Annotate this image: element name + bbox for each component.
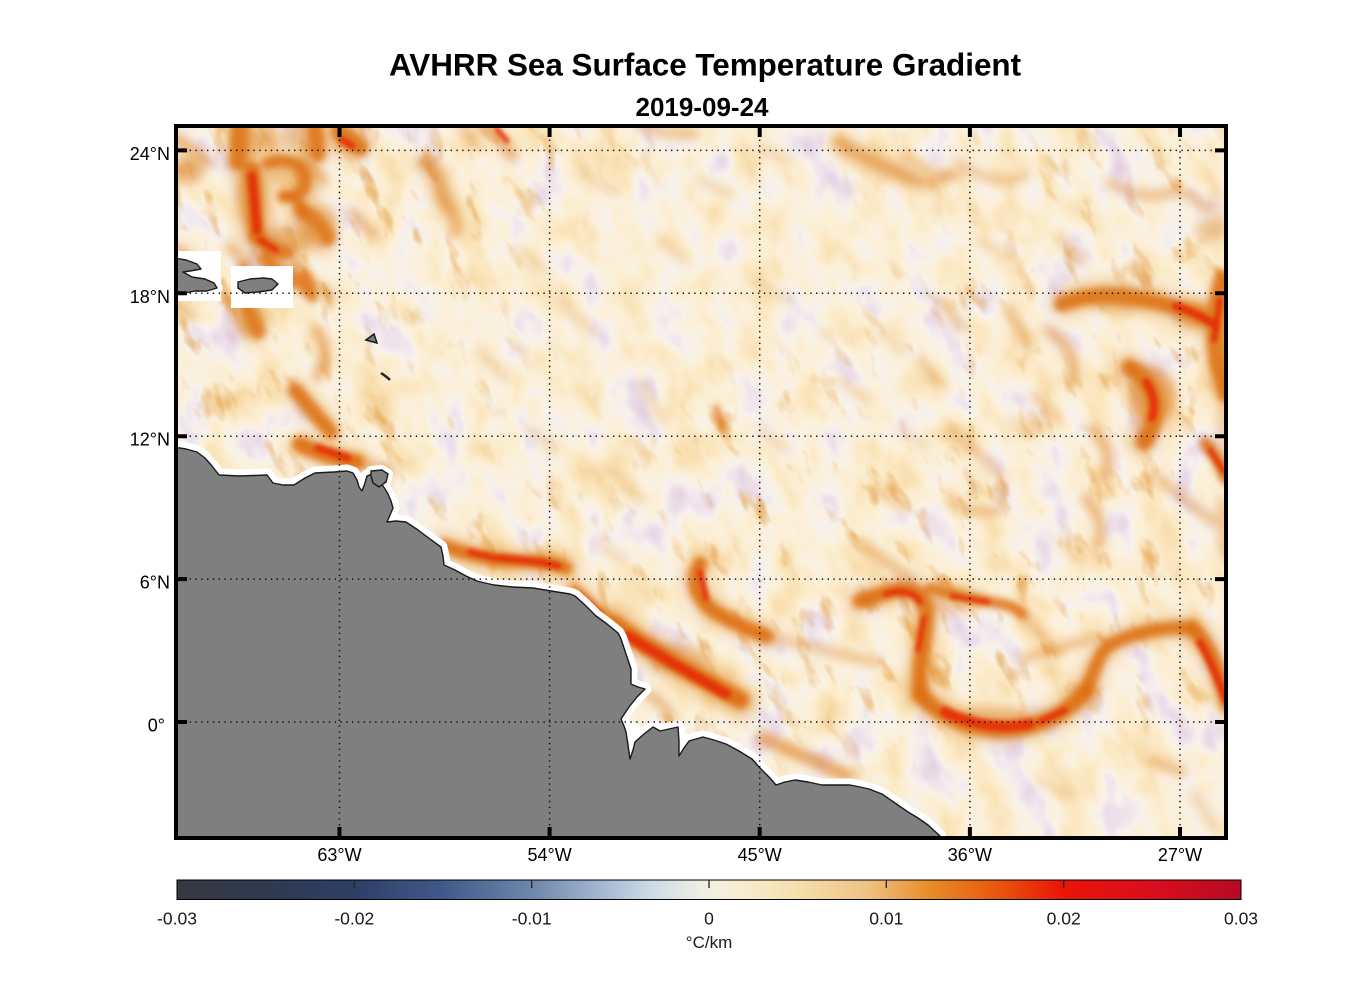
svg-text:45°W: 45°W bbox=[738, 845, 782, 865]
svg-text:-0.03: -0.03 bbox=[157, 909, 197, 929]
svg-text:63°W: 63°W bbox=[317, 845, 361, 865]
svg-text:AVHRR Sea Surface Temperature: AVHRR Sea Surface Temperature Gradient bbox=[389, 48, 1022, 83]
svg-text:-0.02: -0.02 bbox=[334, 909, 374, 929]
svg-text:2019-09-24: 2019-09-24 bbox=[636, 92, 770, 122]
svg-text:24°N: 24°N bbox=[130, 144, 170, 164]
svg-text:0°: 0° bbox=[148, 716, 165, 736]
svg-text:0: 0 bbox=[704, 909, 714, 929]
svg-text:36°W: 36°W bbox=[948, 845, 992, 865]
svg-text:0.03: 0.03 bbox=[1224, 909, 1258, 929]
svg-text:12°N: 12°N bbox=[130, 430, 170, 450]
svg-text:0.01: 0.01 bbox=[869, 909, 903, 929]
svg-text:0.02: 0.02 bbox=[1047, 909, 1081, 929]
svg-text:54°W: 54°W bbox=[527, 845, 571, 865]
svg-text:°C/km: °C/km bbox=[686, 933, 732, 952]
svg-text:18°N: 18°N bbox=[130, 287, 170, 307]
svg-text:-0.01: -0.01 bbox=[512, 909, 552, 929]
svg-text:6°N: 6°N bbox=[140, 573, 170, 593]
svg-text:27°W: 27°W bbox=[1158, 845, 1202, 865]
